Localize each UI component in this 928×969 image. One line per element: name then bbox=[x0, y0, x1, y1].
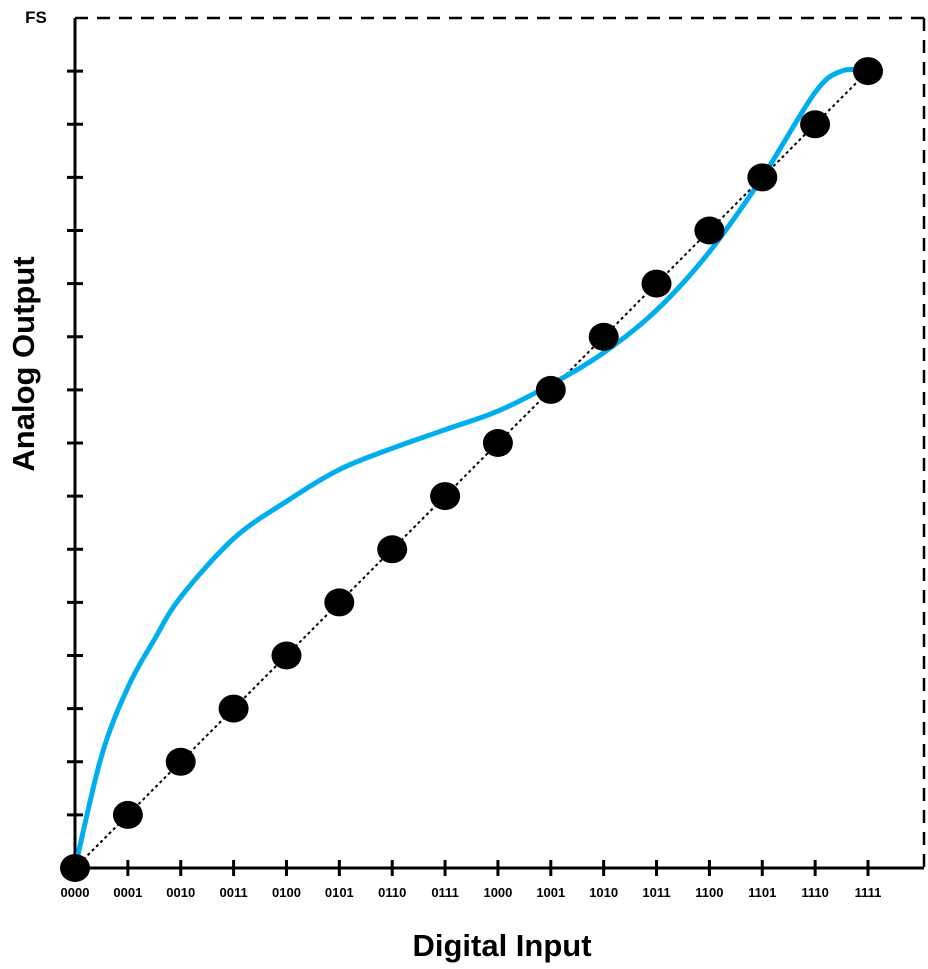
data-point bbox=[60, 854, 90, 882]
data-point bbox=[218, 694, 249, 723]
data-point bbox=[747, 163, 778, 192]
x-tick-label: 1100 bbox=[695, 885, 723, 900]
x-tick-label: 1001 bbox=[536, 885, 565, 900]
data-point bbox=[853, 57, 883, 86]
data-point bbox=[165, 747, 196, 776]
data-point bbox=[324, 588, 355, 617]
data-point bbox=[641, 269, 672, 298]
x-tick-label: 0100 bbox=[272, 885, 301, 900]
x-tick-label: 1110 bbox=[801, 885, 829, 900]
x-tick-label: 0111 bbox=[431, 885, 459, 900]
x-tick-label: 0000 bbox=[61, 885, 90, 900]
data-point bbox=[535, 375, 566, 404]
fs-label: FS bbox=[25, 8, 47, 27]
data-point bbox=[588, 322, 619, 351]
data-point bbox=[800, 110, 831, 139]
data-point bbox=[694, 216, 725, 245]
x-tick-label: 0101 bbox=[325, 885, 354, 900]
x-tick-labels: 0000 0001 0010 0011 0100 0101 0110 0111 1000 1001… bbox=[61, 885, 882, 900]
x-tick-label: 0001 bbox=[113, 885, 142, 900]
x-tick-label: 1011 bbox=[642, 885, 670, 900]
ideal-dotted-line bbox=[74, 70, 869, 869]
x-tick-label: 1101 bbox=[748, 885, 776, 900]
data-point bbox=[482, 429, 513, 457]
series bbox=[60, 57, 883, 882]
y-axis-title: Analog Output bbox=[6, 256, 41, 471]
x-tick-label: 0011 bbox=[219, 885, 247, 900]
ticks bbox=[67, 69, 870, 876]
x-axis-title: Digital Input bbox=[412, 928, 591, 963]
x-tick-label: 1111 bbox=[855, 885, 882, 900]
data-point bbox=[112, 800, 143, 829]
x-tick-label: 0010 bbox=[166, 885, 195, 900]
data-point bbox=[377, 535, 408, 564]
data-point bbox=[271, 641, 302, 670]
x-tick-label: 1000 bbox=[483, 885, 512, 900]
data-point bbox=[430, 482, 461, 511]
x-tick-label: 1010 bbox=[589, 885, 618, 900]
x-tick-label: 0110 bbox=[378, 885, 406, 900]
